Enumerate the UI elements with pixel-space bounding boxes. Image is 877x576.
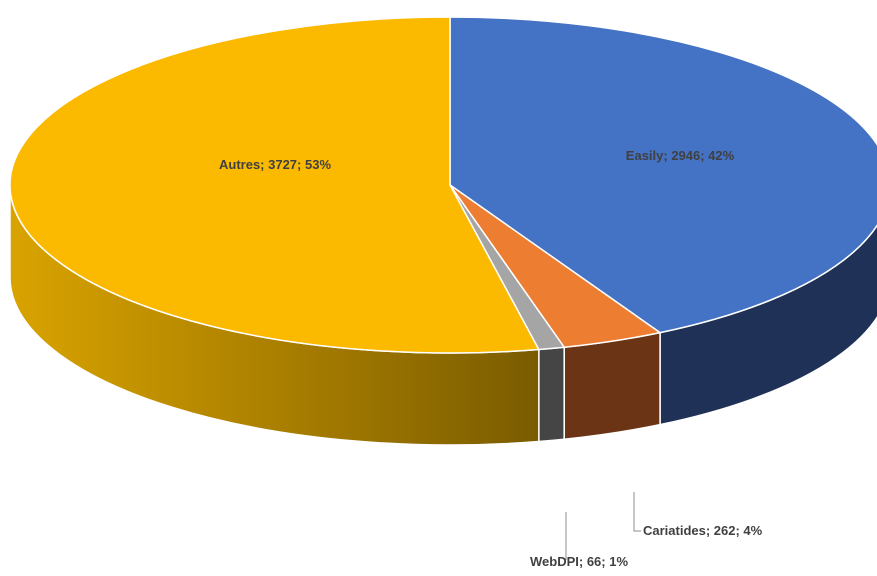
data-label-easily: Easily; 2946; 42%	[626, 148, 735, 163]
pie-slice-autres	[9, 16, 541, 354]
pie-side-cariatides	[563, 331, 661, 441]
pie-sides	[9, 184, 877, 446]
pie-slice-easily	[449, 16, 877, 334]
pie-side-webdpi	[538, 346, 565, 443]
leader-line-cariatides	[633, 492, 641, 532]
data-label-autres: Autres; 3727; 53%	[219, 157, 331, 172]
data-label-cariatides: Cariatides; 262; 4%	[643, 523, 763, 538]
pie-tops	[9, 16, 877, 354]
pie-labels: Easily; 2946; 42% Cariatides; 262; 4% WebD…	[219, 148, 763, 569]
data-label-webdpi: WebDPI; 66; 1%	[530, 554, 628, 569]
